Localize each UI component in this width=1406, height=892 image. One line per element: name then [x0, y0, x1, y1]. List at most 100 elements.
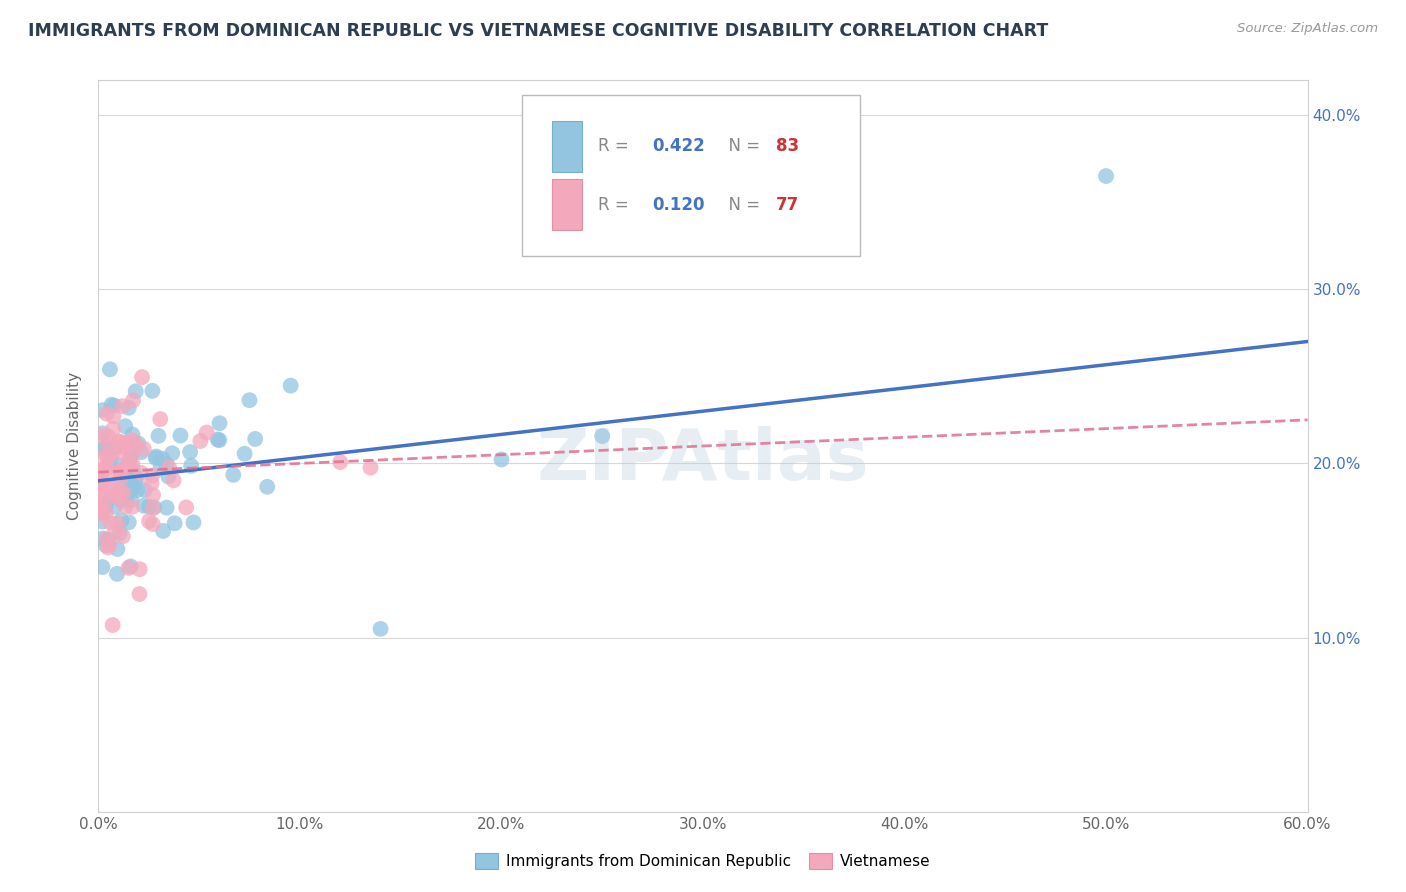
Point [107, 485, 129, 500]
Point [97, 429, 120, 443]
Point [111, 480, 134, 494]
Point [98, 538, 121, 552]
Point [112, 486, 135, 500]
Point [110, 485, 132, 500]
Point [180, 458, 202, 473]
FancyBboxPatch shape [551, 179, 582, 230]
Point [238, 393, 260, 408]
Point [91, 442, 114, 457]
Point [118, 452, 141, 467]
Point [91, 502, 114, 516]
Point [491, 452, 513, 467]
Point [94, 538, 117, 552]
Point [157, 460, 180, 475]
Point [108, 434, 131, 449]
Point [129, 466, 152, 480]
Point [107, 490, 129, 504]
Point [143, 500, 166, 515]
Text: R =: R = [598, 137, 634, 155]
Point [125, 473, 148, 487]
Point [152, 524, 174, 538]
Point [141, 468, 163, 483]
Point [134, 483, 156, 497]
Text: N =: N = [717, 137, 765, 155]
Point [188, 434, 211, 448]
Point [169, 428, 191, 442]
Point [118, 516, 141, 530]
FancyBboxPatch shape [522, 95, 860, 256]
Point [94, 493, 117, 508]
Point [100, 448, 122, 462]
Point [96, 532, 118, 546]
Text: N =: N = [717, 195, 765, 213]
Point [125, 470, 148, 484]
Point [90, 487, 112, 501]
Point [243, 432, 266, 446]
Point [156, 500, 179, 515]
Point [91, 507, 114, 521]
Point [103, 409, 125, 424]
Point [94, 440, 117, 454]
Point [105, 516, 128, 531]
Point [207, 433, 229, 447]
Point [233, 447, 256, 461]
Point [329, 455, 352, 469]
Text: R =: R = [598, 195, 634, 213]
Point [149, 460, 172, 475]
Point [91, 403, 114, 417]
Point [128, 562, 150, 576]
Point [148, 429, 170, 443]
Point [93, 461, 115, 475]
Text: IMMIGRANTS FROM DOMINICAN REPUBLIC VS VIETNAMESE COGNITIVE DISABILITY CORRELATIO: IMMIGRANTS FROM DOMINICAN REPUBLIC VS VI… [28, 22, 1049, 40]
Point [120, 458, 142, 472]
Point [121, 500, 143, 514]
Point [104, 524, 127, 538]
Point [121, 457, 143, 471]
Point [111, 529, 134, 543]
Point [104, 440, 127, 454]
Legend: Immigrants from Dominican Republic, Vietnamese: Immigrants from Dominican Republic, Viet… [470, 847, 936, 875]
Point [132, 499, 155, 513]
Point [104, 489, 127, 503]
Point [128, 587, 150, 601]
FancyBboxPatch shape [551, 120, 582, 171]
Point [256, 480, 278, 494]
Point [91, 426, 114, 441]
Point [111, 463, 134, 477]
Point [105, 566, 128, 581]
Point [112, 461, 135, 475]
Point [1095, 169, 1118, 183]
Point [208, 417, 231, 431]
Point [125, 384, 148, 399]
Point [110, 513, 132, 527]
Point [96, 478, 118, 492]
Point [222, 467, 245, 482]
Point [195, 425, 218, 440]
Point [142, 501, 165, 516]
Point [90, 473, 112, 487]
Point [110, 435, 132, 450]
Point [127, 483, 149, 497]
Point [89, 428, 111, 442]
Point [97, 533, 120, 547]
Point [131, 370, 153, 384]
Point [94, 506, 117, 520]
Point [110, 465, 132, 479]
Point [108, 473, 131, 487]
Point [138, 514, 160, 528]
Point [160, 446, 183, 460]
Point [145, 450, 167, 464]
Point [91, 515, 114, 529]
Point [111, 488, 134, 502]
Point [183, 516, 205, 530]
Point [101, 480, 124, 494]
Point [174, 500, 197, 515]
Point [120, 473, 142, 487]
Point [120, 493, 142, 508]
Point [141, 476, 163, 491]
Point [111, 399, 134, 413]
Point [142, 488, 165, 502]
Point [103, 422, 125, 436]
Point [96, 407, 118, 421]
Point [122, 393, 145, 408]
